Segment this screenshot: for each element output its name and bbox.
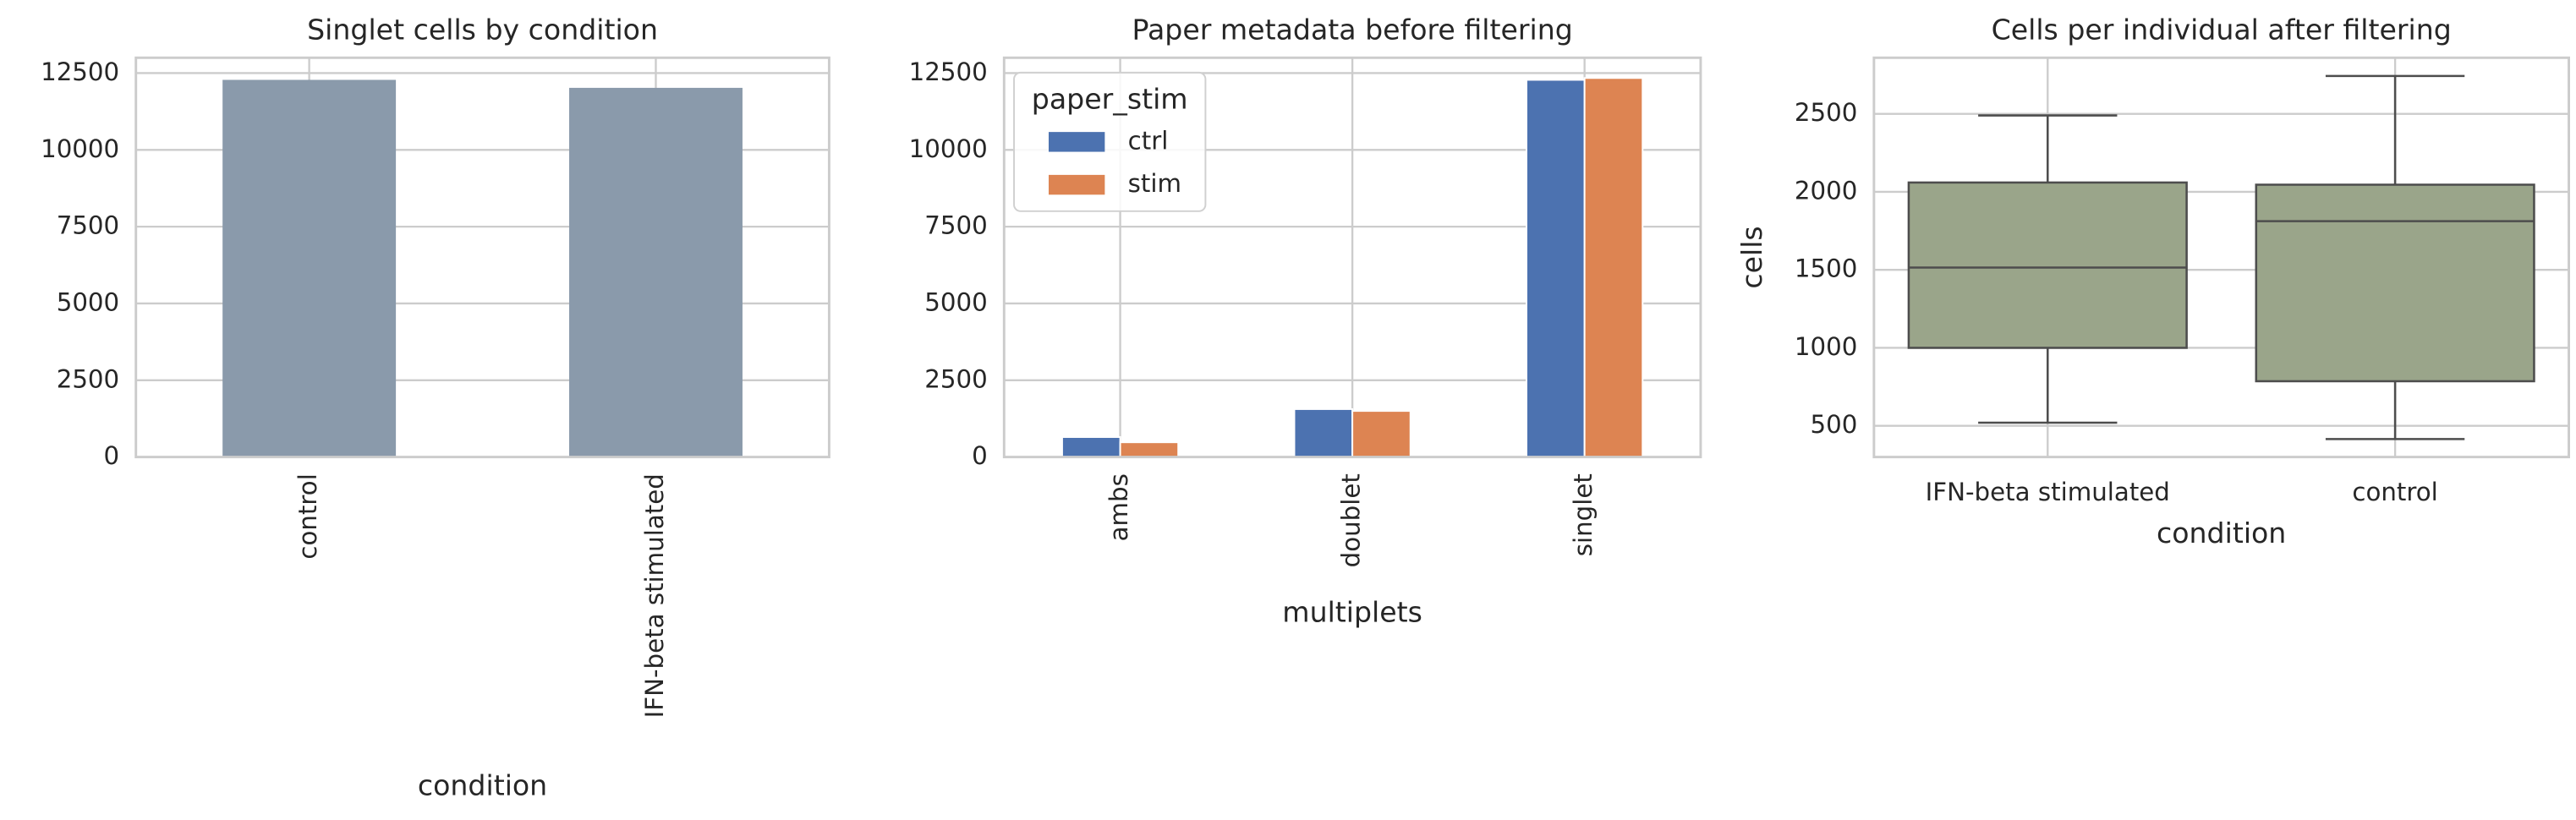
y-tick-label: 5000 [57,287,119,316]
chart-title: Paper metadata before filtering [1132,14,1572,46]
y-tick-label: 12500 [41,57,119,86]
bar [569,87,743,457]
legend-label: ctrl [1128,126,1169,155]
bar [1351,410,1411,458]
x-axis-label: condition [2157,517,2286,549]
y-tick-label: 12500 [909,57,988,86]
y-tick-label: 0 [972,441,988,470]
y-tick-label: 10000 [909,134,988,163]
legend-swatch [1049,174,1105,195]
chart-title: Singlet cells by condition [307,14,658,46]
plot-frame [134,56,830,459]
chart-title: Cells per individual after filtering [1992,14,2452,46]
y-tick-label: 1500 [1795,254,1857,283]
y-axis-label: cells [1735,226,1768,288]
y-tick-label: 5000 [924,287,987,316]
bar [1293,407,1354,458]
y-tick-label: 7500 [57,211,119,240]
x-tick-label: IFN-beta stimulated [640,473,669,718]
legend-label: stim [1128,169,1181,198]
legend-title: paper_stim [1032,83,1188,116]
box [2255,183,2535,383]
box [1907,181,2188,349]
y-tick-label: 1000 [1795,332,1857,361]
bar [1061,436,1121,458]
x-tick-label: control [293,473,322,559]
bar [1526,79,1586,458]
plot-frame [1002,56,1702,459]
bar [1583,77,1644,458]
bar [1119,441,1180,458]
y-tick-label: 500 [1810,410,1857,439]
plot-frame [1872,56,2570,459]
x-tick-label: IFN-beta stimulated [1926,478,2170,506]
x-tick-label: control [2352,478,2437,506]
x-tick-label: singlet [1569,473,1598,556]
x-tick-label: ambs [1104,473,1133,541]
y-tick-label: 10000 [41,134,119,163]
x-axis-label: multiplets [1282,596,1422,629]
y-tick-label: 2000 [1795,176,1857,205]
x-axis-label: condition [418,768,547,801]
y-tick-label: 0 [104,441,120,470]
bar [222,79,397,457]
y-tick-label: 2500 [57,364,119,393]
y-tick-label: 2500 [1795,98,1857,127]
x-tick-label: doublet [1337,473,1366,567]
y-tick-label: 7500 [924,211,987,240]
legend-swatch [1049,132,1105,152]
y-tick-label: 2500 [924,364,987,393]
